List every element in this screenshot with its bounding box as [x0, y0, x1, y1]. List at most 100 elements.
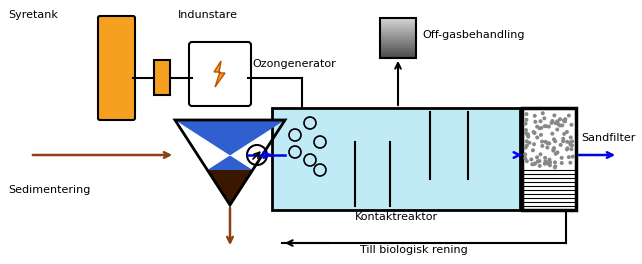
Circle shape: [567, 155, 571, 159]
Circle shape: [548, 160, 552, 164]
Circle shape: [560, 161, 564, 165]
Circle shape: [537, 126, 542, 130]
Circle shape: [560, 123, 564, 128]
Bar: [380, 28, 416, 30]
Circle shape: [540, 140, 544, 144]
Circle shape: [535, 125, 539, 129]
Circle shape: [524, 122, 528, 126]
Circle shape: [534, 120, 537, 124]
Circle shape: [550, 119, 554, 123]
Bar: [380, 30, 416, 32]
Circle shape: [553, 121, 557, 125]
Circle shape: [553, 139, 557, 143]
Text: Sedimentering: Sedimentering: [8, 185, 91, 195]
Circle shape: [532, 131, 537, 135]
Circle shape: [565, 140, 569, 144]
Circle shape: [563, 120, 567, 124]
Circle shape: [533, 114, 537, 118]
FancyBboxPatch shape: [189, 42, 251, 106]
Circle shape: [539, 152, 542, 156]
Circle shape: [544, 159, 548, 163]
Circle shape: [525, 143, 529, 148]
Circle shape: [552, 137, 556, 141]
Circle shape: [553, 164, 557, 168]
Bar: [380, 20, 416, 22]
Bar: [380, 44, 416, 46]
Circle shape: [530, 162, 534, 166]
Circle shape: [553, 160, 557, 164]
Circle shape: [529, 158, 534, 162]
Circle shape: [545, 162, 550, 166]
Circle shape: [569, 147, 573, 151]
Circle shape: [567, 114, 571, 117]
Circle shape: [534, 161, 537, 165]
Text: Syretank: Syretank: [8, 10, 58, 20]
Circle shape: [552, 146, 556, 150]
Circle shape: [552, 114, 557, 117]
Circle shape: [568, 141, 572, 145]
Circle shape: [531, 148, 535, 152]
Circle shape: [525, 131, 528, 135]
Circle shape: [539, 133, 543, 137]
Circle shape: [555, 150, 559, 154]
Circle shape: [548, 163, 552, 167]
Polygon shape: [214, 61, 225, 87]
Circle shape: [525, 118, 528, 122]
Circle shape: [525, 159, 529, 163]
Bar: [380, 48, 416, 50]
Bar: [380, 52, 416, 54]
Circle shape: [558, 117, 562, 121]
Circle shape: [571, 155, 575, 159]
Circle shape: [550, 121, 553, 125]
Bar: [380, 18, 416, 20]
Circle shape: [555, 119, 559, 123]
Bar: [522, 108, 576, 210]
Circle shape: [536, 159, 540, 163]
Circle shape: [537, 159, 541, 163]
Circle shape: [539, 126, 543, 130]
Bar: [380, 56, 416, 58]
Circle shape: [547, 142, 551, 145]
Circle shape: [550, 132, 554, 136]
Circle shape: [535, 155, 539, 159]
Circle shape: [570, 139, 574, 143]
Circle shape: [569, 123, 573, 127]
Bar: [380, 32, 416, 34]
Circle shape: [548, 159, 551, 163]
Text: Kontaktreaktor: Kontaktreaktor: [354, 212, 438, 222]
Circle shape: [551, 147, 555, 151]
Polygon shape: [207, 170, 253, 205]
Circle shape: [553, 165, 557, 169]
Circle shape: [562, 132, 566, 136]
Circle shape: [548, 158, 551, 162]
Circle shape: [569, 143, 573, 147]
Text: Till biologisk rening: Till biologisk rening: [360, 245, 468, 255]
Circle shape: [547, 125, 551, 129]
Circle shape: [535, 135, 539, 139]
Circle shape: [558, 124, 562, 128]
Bar: [380, 38, 416, 40]
Circle shape: [568, 161, 573, 165]
Circle shape: [524, 128, 528, 132]
Circle shape: [523, 152, 527, 156]
Circle shape: [555, 128, 559, 131]
Circle shape: [544, 140, 548, 144]
Circle shape: [525, 112, 528, 116]
Circle shape: [569, 135, 573, 139]
Circle shape: [543, 156, 547, 160]
Circle shape: [560, 156, 564, 160]
Bar: [380, 34, 416, 36]
Circle shape: [556, 122, 560, 126]
Bar: [380, 50, 416, 52]
Circle shape: [542, 124, 547, 128]
Circle shape: [565, 130, 569, 134]
Circle shape: [561, 137, 565, 141]
Circle shape: [523, 156, 527, 160]
Circle shape: [546, 141, 550, 145]
Circle shape: [544, 124, 548, 128]
Circle shape: [532, 162, 536, 166]
Circle shape: [532, 142, 536, 146]
Circle shape: [524, 145, 528, 150]
Circle shape: [553, 152, 558, 156]
Circle shape: [570, 143, 574, 148]
